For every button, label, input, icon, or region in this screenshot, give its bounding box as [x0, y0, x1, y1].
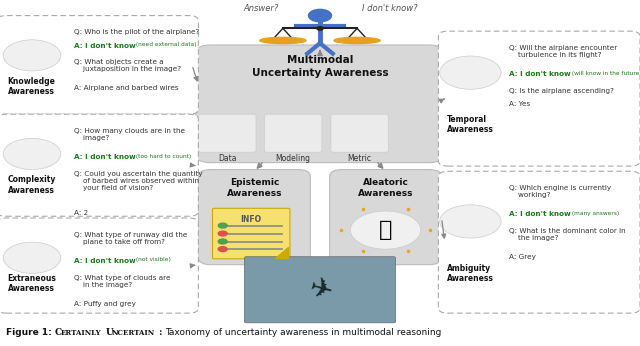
FancyBboxPatch shape — [438, 31, 640, 166]
Text: Complexity
Awareness: Complexity Awareness — [8, 175, 56, 195]
Text: NCERTAIN: NCERTAIN — [112, 329, 155, 337]
Text: Extraneous
Awareness: Extraneous Awareness — [8, 274, 56, 293]
FancyBboxPatch shape — [0, 16, 198, 114]
Text: A: Puffy and grey: A: Puffy and grey — [74, 301, 136, 307]
Circle shape — [351, 211, 421, 249]
FancyBboxPatch shape — [0, 218, 198, 313]
Circle shape — [218, 239, 227, 244]
Text: Q: Is the airplane ascending?: Q: Is the airplane ascending? — [509, 88, 614, 94]
Text: Q: Will the airplane encounter
    turbulence in its flight?: Q: Will the airplane encounter turbulenc… — [509, 45, 617, 58]
Text: I don't know?: I don't know? — [362, 4, 417, 13]
FancyBboxPatch shape — [198, 114, 256, 152]
Text: A: Airplane and barbed wires: A: Airplane and barbed wires — [74, 85, 178, 91]
Text: (will know in the future): (will know in the future) — [570, 71, 640, 75]
Text: A: I don't know: A: I don't know — [74, 43, 135, 48]
Text: Multimodal
Uncertainty Awareness: Multimodal Uncertainty Awareness — [252, 55, 388, 78]
Circle shape — [3, 138, 61, 170]
Ellipse shape — [334, 37, 380, 44]
Text: Knowledge
Awareness: Knowledge Awareness — [8, 77, 56, 96]
Text: C: C — [54, 328, 61, 337]
Text: Q: What is the dominant color in
    the image?: Q: What is the dominant color in the ima… — [509, 228, 625, 241]
Text: A: Yes: A: Yes — [509, 101, 530, 107]
Text: A: 2: A: 2 — [74, 210, 88, 216]
Text: 👍: 👍 — [379, 220, 392, 240]
Text: Modeling: Modeling — [276, 154, 310, 163]
Circle shape — [3, 40, 61, 71]
Text: Taxonomy of uncertainty awareness in multimodal reasoning: Taxonomy of uncertainty awareness in mul… — [165, 328, 442, 337]
Text: (need external data): (need external data) — [134, 42, 197, 47]
Circle shape — [308, 9, 332, 22]
Text: Data: Data — [218, 154, 236, 163]
Text: :: : — [158, 328, 161, 337]
Text: A: I don't know: A: I don't know — [509, 211, 570, 217]
Polygon shape — [275, 247, 288, 258]
Ellipse shape — [260, 37, 306, 44]
FancyBboxPatch shape — [264, 114, 322, 152]
Circle shape — [218, 247, 227, 252]
Text: Metric: Metric — [348, 154, 372, 163]
FancyBboxPatch shape — [330, 170, 442, 265]
FancyBboxPatch shape — [195, 45, 445, 163]
Text: Epistemic
Awareness: Epistemic Awareness — [227, 178, 282, 198]
Text: U: U — [106, 328, 113, 337]
Text: Q: What objects create a
    juxtaposition in the image?: Q: What objects create a juxtaposition i… — [74, 59, 180, 72]
FancyBboxPatch shape — [198, 170, 310, 265]
Text: A: I don't know: A: I don't know — [509, 71, 570, 77]
Text: INFO: INFO — [240, 215, 262, 224]
Text: Temporal
Awareness: Temporal Awareness — [447, 115, 493, 134]
Text: A: I don't know: A: I don't know — [74, 154, 135, 160]
Text: (not visible): (not visible) — [134, 257, 172, 262]
Circle shape — [218, 231, 227, 236]
Circle shape — [440, 56, 501, 89]
FancyBboxPatch shape — [244, 257, 396, 323]
FancyBboxPatch shape — [331, 114, 388, 152]
Text: Q: Could you ascertain the quantity
    of barbed wires observed within
    your: Q: Could you ascertain the quantity of b… — [74, 171, 202, 191]
Text: Q: Which engine is currently
    working?: Q: Which engine is currently working? — [509, 185, 611, 198]
Text: Ambiguity
Awareness: Ambiguity Awareness — [447, 264, 493, 283]
Circle shape — [317, 27, 323, 30]
Text: Q: What type of clouds are
    in the image?: Q: What type of clouds are in the image? — [74, 275, 170, 288]
Text: Q: Who is the pilot of the airplane?: Q: Who is the pilot of the airplane? — [74, 29, 199, 35]
Text: (too hard to count): (too hard to count) — [134, 154, 191, 158]
FancyBboxPatch shape — [212, 208, 290, 259]
Text: Aleatoric
Awareness: Aleatoric Awareness — [358, 178, 413, 198]
FancyBboxPatch shape — [438, 171, 640, 313]
Text: ✈: ✈ — [305, 273, 335, 306]
Circle shape — [218, 223, 227, 228]
Text: Q: How many clouds are in the
    image?: Q: How many clouds are in the image? — [74, 128, 184, 141]
Circle shape — [440, 205, 501, 238]
Text: ERTAINLY: ERTAINLY — [60, 329, 100, 337]
Text: Q: What type of runway did the
    plane to take off from?: Q: What type of runway did the plane to … — [74, 232, 187, 245]
Text: A: Grey: A: Grey — [509, 254, 536, 260]
FancyBboxPatch shape — [0, 114, 198, 216]
Text: Answer?: Answer? — [243, 4, 278, 13]
Circle shape — [3, 242, 61, 273]
Text: (many answers): (many answers) — [570, 211, 619, 216]
Text: Figure 1:: Figure 1: — [6, 328, 52, 337]
Text: A: I don't know: A: I don't know — [74, 258, 135, 264]
